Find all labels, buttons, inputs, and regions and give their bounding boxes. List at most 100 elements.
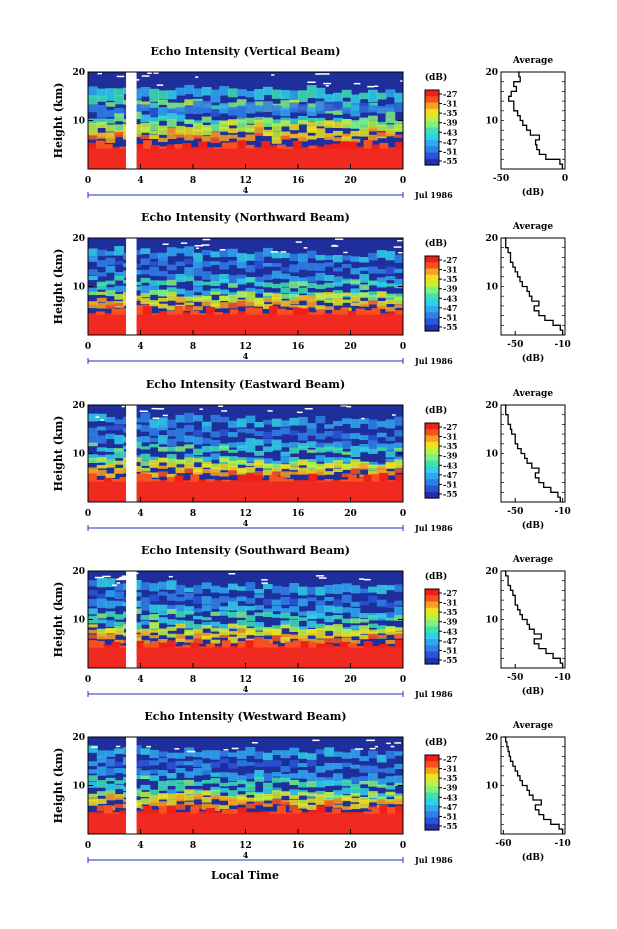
avg-x-tick-label: -10 (554, 340, 570, 350)
avg-y-tick-label: 20 (485, 68, 498, 78)
colorbar: -27-31-35-39-43-47-51-55 (424, 422, 458, 499)
colorbar-tick-label: -51 (443, 146, 457, 156)
heatmap-image (88, 72, 403, 169)
avg-x-tick-label: -10 (554, 839, 570, 849)
x-tick-label: 4 (137, 509, 143, 519)
y-tick-label: 20 (72, 68, 85, 78)
panel-4: Echo Intensity (Southward Beam) 10 20 Heigh… (52, 544, 571, 699)
date-label: Jul 1986 (414, 689, 453, 699)
colorbar-tick-label: -47 (443, 137, 457, 147)
panel-1: Echo Intensity (Vertical Beam) 10 20 Height… (52, 45, 568, 200)
average-profile-panel: Average 10 20 -50 0 (dB) (485, 56, 568, 198)
colorbar-tick-label: -35 (443, 607, 457, 617)
y-axis-label: Height (km) (52, 748, 65, 824)
avg-x-axis-label: (dB) (522, 852, 544, 863)
average-title: Average (512, 721, 553, 731)
panel-title: Echo Intensity (Westward Beam) (144, 710, 346, 723)
data-gap (126, 737, 137, 834)
colorbar: -27-31-35-39-43-47-51-55 (424, 588, 458, 665)
x-tick-label: 12 (239, 342, 252, 352)
avg-x-tick-label: -50 (507, 340, 523, 350)
avg-x-tick-label: -50 (507, 507, 523, 517)
colorbar-tick-label: -31 (443, 432, 457, 442)
colorbar-tick-label: -31 (443, 99, 457, 109)
date-label: Jul 1986 (414, 356, 453, 366)
x-tick-label: 20 (344, 342, 357, 352)
average-profile-line (503, 404, 561, 502)
heatmap-image (88, 405, 403, 502)
avg-y-tick-label: 20 (485, 401, 498, 411)
x-tick-label: 0 (85, 176, 91, 186)
date-marker: 4 (243, 518, 249, 528)
colorbar-tick-label: -51 (443, 645, 457, 655)
x-axis-label-local-time: Local Time (211, 869, 279, 882)
y-tick-label: 10 (72, 616, 85, 626)
x-tick-label: 4 (137, 342, 143, 352)
colorbar-tick-label: -55 (443, 156, 457, 166)
avg-x-axis-label: (dB) (522, 520, 544, 531)
panel-3: Echo Intensity (Eastward Beam) 10 20 Height… (52, 378, 571, 533)
panel-5: Echo Intensity (Westward Beam) 10 20 Height… (52, 710, 571, 865)
panel-title: Echo Intensity (Eastward Beam) (146, 378, 345, 391)
y-tick-label: 10 (72, 283, 85, 293)
date-marker: 4 (243, 850, 249, 860)
x-tick-label: 0 (400, 675, 406, 685)
avg-x-tick-label: -10 (554, 673, 570, 683)
colorbar-tick-label: -39 (443, 617, 458, 627)
x-tick-label: 8 (190, 176, 196, 186)
avg-y-tick-label: 10 (485, 450, 498, 460)
avg-y-tick-label: 20 (485, 567, 498, 577)
colorbar: -27-31-35-39-43-47-51-55 (424, 89, 458, 166)
colorbar-tick-label: -43 (443, 127, 458, 137)
date-label: Jul 1986 (414, 523, 453, 533)
colorbar-tick-label: -43 (443, 626, 458, 636)
date-marker: 4 (243, 684, 249, 694)
data-gap (126, 72, 137, 169)
heatmap-image (88, 737, 403, 834)
colorbar-tick-label: -27 (443, 255, 457, 265)
y-tick-label: 20 (72, 733, 85, 743)
y-tick-label: 20 (72, 234, 85, 244)
avg-x-axis-label: (dB) (522, 353, 544, 364)
x-tick-label: 8 (190, 509, 196, 519)
x-tick-label: 16 (292, 176, 305, 186)
data-gap (126, 405, 137, 502)
x-tick-label: 4 (137, 176, 143, 186)
avg-y-tick-label: 10 (485, 782, 498, 792)
average-profile-line (503, 237, 564, 335)
x-tick-label: 16 (292, 509, 305, 519)
colorbar-tick-label: -35 (443, 441, 457, 451)
colorbar-tick-label: -39 (443, 118, 458, 128)
colorbar-tick-label: -51 (443, 811, 457, 821)
data-gap (126, 238, 137, 335)
colorbar-tick-label: -39 (443, 284, 458, 294)
heatmap-image (88, 571, 403, 668)
colorbar-tick-label: -43 (443, 792, 458, 802)
date-marker: 4 (243, 351, 249, 361)
x-tick-label: 12 (239, 841, 252, 851)
avg-x-axis-label: (dB) (522, 187, 544, 198)
y-tick-label: 20 (72, 567, 85, 577)
date-label: Jul 1986 (414, 855, 453, 865)
colorbar-tick-label: -47 (443, 636, 457, 646)
x-tick-label: 4 (137, 675, 143, 685)
average-title: Average (512, 555, 553, 565)
colorbar-tick-label: -31 (443, 598, 457, 608)
x-tick-label: 12 (239, 675, 252, 685)
avg-x-tick-label: -10 (554, 507, 570, 517)
avg-y-tick-label: 20 (485, 234, 498, 244)
panel-title: Echo Intensity (Northward Beam) (141, 211, 350, 224)
x-tick-label: 20 (344, 509, 357, 519)
average-title: Average (512, 56, 553, 66)
colorbar-tick-label: -51 (443, 312, 457, 322)
colorbar-tick-label: -43 (443, 293, 458, 303)
x-tick-label: 20 (344, 176, 357, 186)
colorbar-tick-label: -55 (443, 489, 457, 499)
colorbar-tick-label: -31 (443, 764, 457, 774)
avg-x-tick-label: -50 (493, 174, 509, 184)
colorbar-tick-label: -55 (443, 655, 457, 665)
avg-x-tick-label: -50 (507, 673, 523, 683)
average-profile-panel: Average 10 20 -50 -10 (dB) (485, 555, 570, 697)
colorbar-tick-label: -27 (443, 754, 457, 764)
average-title: Average (512, 222, 553, 232)
